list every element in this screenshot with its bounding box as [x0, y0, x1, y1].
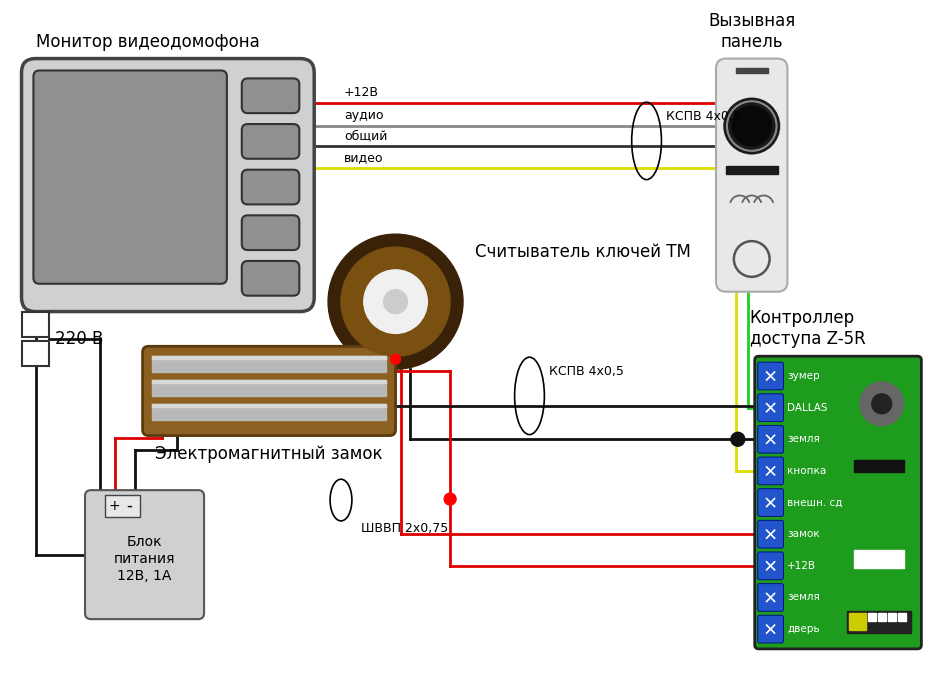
- FancyBboxPatch shape: [758, 615, 784, 643]
- Bar: [849, 613, 866, 630]
- Text: аудио: аудио: [344, 109, 383, 122]
- FancyBboxPatch shape: [716, 58, 788, 292]
- Bar: [153, 356, 386, 359]
- FancyBboxPatch shape: [758, 394, 784, 421]
- Text: замок: замок: [788, 530, 820, 539]
- FancyBboxPatch shape: [85, 490, 204, 619]
- FancyBboxPatch shape: [241, 124, 299, 159]
- Circle shape: [445, 493, 456, 505]
- FancyBboxPatch shape: [758, 425, 784, 453]
- FancyBboxPatch shape: [758, 457, 784, 485]
- Text: Вызывная
панель: Вызывная панель: [708, 12, 795, 51]
- FancyBboxPatch shape: [241, 78, 299, 113]
- Text: зумер: зумер: [788, 371, 820, 381]
- Circle shape: [391, 354, 401, 364]
- Text: видео: видео: [344, 151, 383, 164]
- Bar: [736, 68, 768, 73]
- Bar: [105, 495, 140, 517]
- Text: КСПВ 4х0,5: КСПВ 4х0,5: [666, 110, 741, 123]
- Bar: [887, 613, 896, 621]
- FancyBboxPatch shape: [241, 170, 299, 204]
- Text: общий: общий: [344, 129, 388, 142]
- Text: Электромагнитный замок: Электромагнитный замок: [156, 445, 383, 464]
- Bar: [153, 404, 386, 407]
- Circle shape: [328, 234, 463, 369]
- Circle shape: [732, 106, 772, 146]
- Text: земля: земля: [788, 434, 820, 445]
- Circle shape: [731, 432, 745, 446]
- FancyBboxPatch shape: [758, 488, 784, 516]
- Circle shape: [384, 290, 407, 314]
- Text: КСПВ 4х0,5: КСПВ 4х0,5: [549, 364, 624, 377]
- Text: DALLAS: DALLAS: [788, 403, 828, 412]
- Text: внешн. сд: внешн. сд: [788, 497, 843, 508]
- Text: земля: земля: [788, 593, 820, 603]
- Bar: [726, 166, 777, 174]
- Text: +: +: [109, 499, 120, 513]
- Bar: [153, 356, 386, 372]
- FancyBboxPatch shape: [758, 521, 784, 548]
- Bar: [153, 380, 386, 396]
- Bar: [21, 341, 49, 366]
- Text: дверь: дверь: [788, 624, 820, 634]
- FancyBboxPatch shape: [758, 362, 784, 390]
- Circle shape: [341, 247, 450, 356]
- Bar: [854, 549, 903, 568]
- Bar: [153, 404, 386, 420]
- Circle shape: [724, 98, 779, 154]
- Text: +12В: +12В: [344, 86, 379, 99]
- Text: Монитор видеодомофона: Монитор видеодомофона: [36, 33, 260, 51]
- FancyBboxPatch shape: [143, 347, 395, 436]
- FancyBboxPatch shape: [241, 261, 299, 296]
- Circle shape: [871, 394, 892, 414]
- FancyBboxPatch shape: [755, 356, 922, 649]
- Bar: [153, 380, 386, 383]
- Text: Блок
питания
12В, 1А: Блок питания 12В, 1А: [114, 535, 175, 584]
- FancyBboxPatch shape: [241, 215, 299, 250]
- Bar: [854, 460, 903, 472]
- Bar: [847, 611, 911, 633]
- Bar: [868, 613, 876, 621]
- FancyBboxPatch shape: [34, 71, 226, 284]
- Text: 220 В: 220 В: [55, 330, 103, 348]
- Circle shape: [860, 382, 903, 425]
- Text: кнопка: кнопка: [788, 466, 827, 476]
- FancyBboxPatch shape: [758, 552, 784, 580]
- Text: Считыватель ключей ТМ: Считыватель ключей ТМ: [475, 243, 691, 261]
- Bar: [21, 312, 49, 337]
- FancyBboxPatch shape: [21, 58, 314, 312]
- Text: ШВВП 2х0,75: ШВВП 2х0,75: [361, 522, 448, 535]
- Text: +12В: +12В: [788, 561, 816, 571]
- Bar: [898, 613, 906, 621]
- Text: -: -: [127, 497, 132, 515]
- FancyBboxPatch shape: [758, 584, 784, 611]
- Bar: [878, 613, 885, 621]
- Text: Контроллер
доступа Z-5R: Контроллер доступа Z-5R: [749, 310, 866, 348]
- Circle shape: [363, 270, 427, 334]
